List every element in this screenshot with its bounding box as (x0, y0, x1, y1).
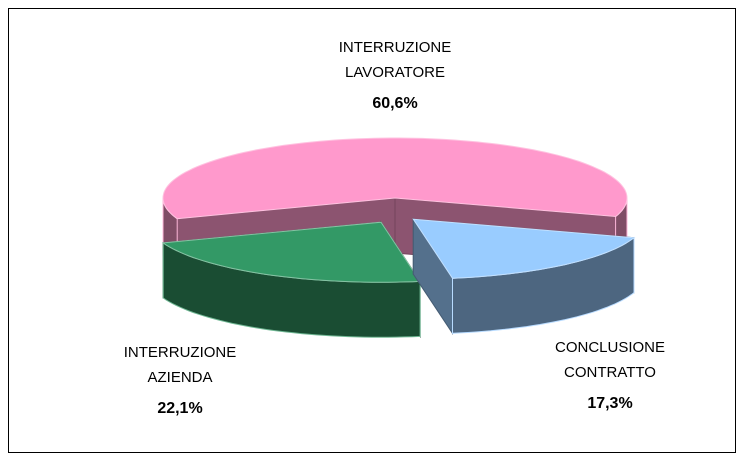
slice (412, 218, 636, 279)
slice-label: INTERRUZIONE AZIENDA (124, 344, 237, 386)
slice-label: INTERRUZIONE LAVORATORE (339, 39, 452, 81)
slice (161, 221, 422, 283)
slice-value-label: 17,3% (587, 395, 632, 412)
slice-value-label: 60,6% (372, 95, 417, 112)
slice (162, 137, 628, 220)
slice-label: CONCLUSIONE CONTRATTO (555, 339, 665, 381)
slice-value-label: 22,1% (157, 400, 202, 417)
